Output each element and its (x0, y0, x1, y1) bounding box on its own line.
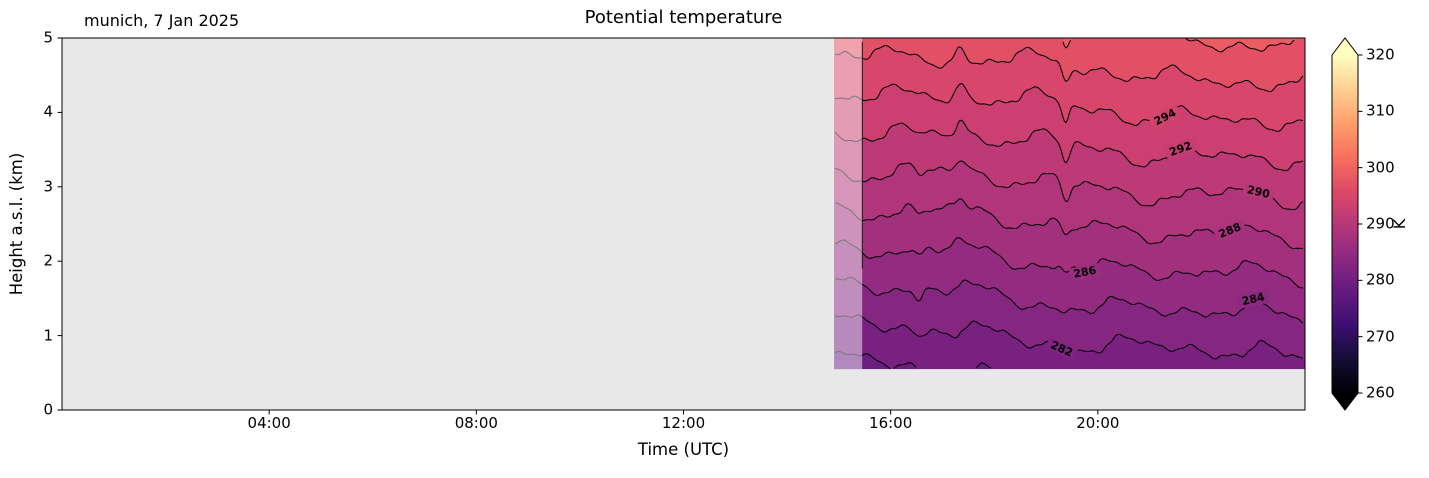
x-tick-label: 04:00 (247, 414, 291, 432)
colorbar-tick-label: 310 (1366, 101, 1395, 120)
colorbar-tick-label: 320 (1366, 45, 1395, 64)
y-tick-label: 4 (43, 102, 53, 121)
chart-title: Potential temperature (584, 7, 783, 28)
y-tick-label: 1 (43, 326, 53, 345)
x-axis-label: Time (UTC) (637, 440, 730, 459)
x-tick-label: 20:00 (1076, 414, 1120, 432)
y-tick-label: 0 (43, 400, 53, 419)
colorbar-tick-label: 280 (1366, 270, 1395, 289)
colorbar-tick-label: 290 (1366, 214, 1395, 233)
x-tick-label: 16:00 (869, 414, 913, 432)
x-tick-label: 12:00 (661, 414, 706, 432)
y-tick-label: 3 (43, 177, 53, 196)
x-tick-label: 08:00 (454, 414, 498, 432)
colorbar-tick-label: 300 (1366, 158, 1395, 177)
colorbar-tick-label: 260 (1366, 383, 1395, 402)
y-axis-label: Height a.s.l. (km) (6, 152, 26, 296)
y-tick-label: 5 (43, 28, 53, 47)
colorbar-tick-label: 270 (1366, 327, 1395, 346)
station-date-label: munich, 7 Jan 2025 (84, 11, 240, 30)
y-tick-label: 2 (43, 251, 53, 270)
